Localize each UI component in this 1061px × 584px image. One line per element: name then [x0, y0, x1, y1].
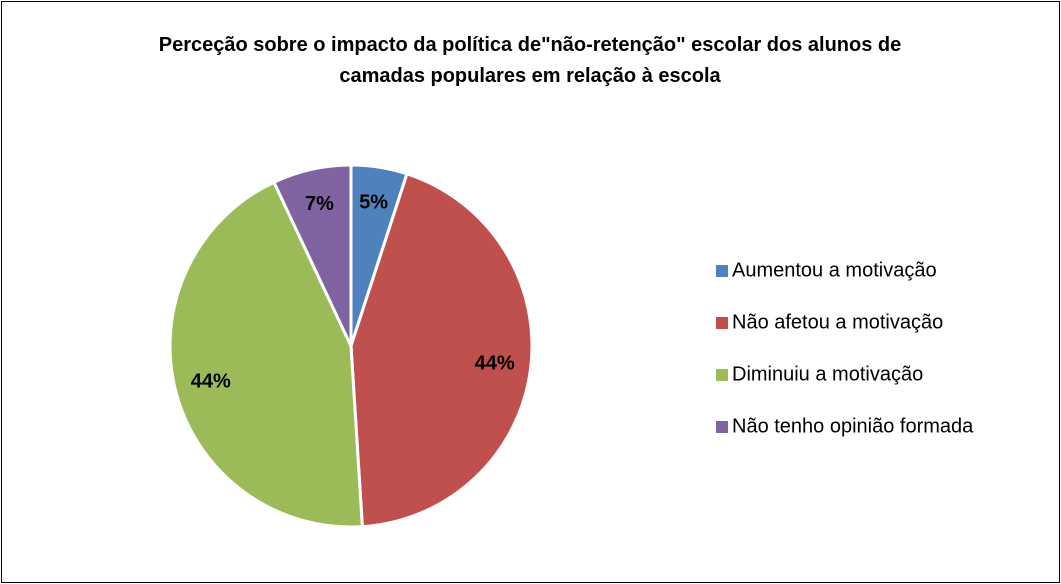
legend-swatch: [716, 317, 728, 329]
legend-swatch: [716, 421, 728, 433]
legend-label: Diminuiu a motivação: [732, 363, 923, 385]
legend-label: Aumentou a motivação: [732, 259, 937, 281]
data-label: 44%: [191, 370, 231, 392]
legend-swatch: [716, 369, 728, 381]
legend-swatch: [716, 265, 728, 277]
legend-label: Não afetou a motivação: [732, 311, 943, 333]
data-label: 7%: [305, 193, 334, 215]
pie-slice: [271, 163, 353, 347]
data-label: 5%: [359, 191, 388, 213]
chart-title: Perceção sobre o impacto da política de"…: [158, 34, 902, 87]
data-label: 44%: [475, 352, 515, 374]
legend-label: Não tenho opinião formada: [732, 415, 974, 437]
pie-slice: [349, 171, 534, 529]
